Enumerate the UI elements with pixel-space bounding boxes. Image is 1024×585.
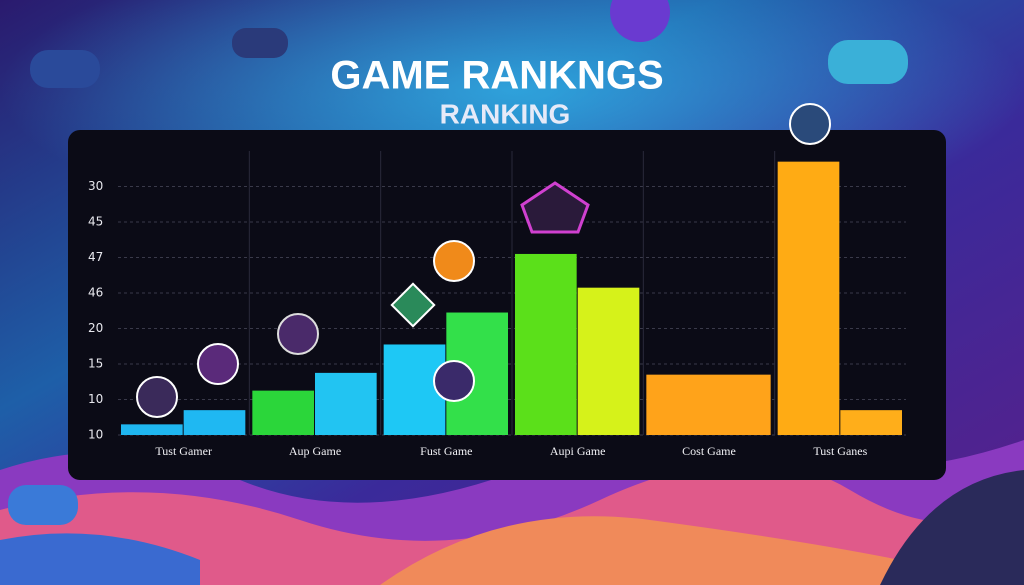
controller-icon [8,485,78,525]
badge-icon [197,343,239,385]
bar [577,287,640,435]
x-tick-label: Aupi Game [550,444,606,458]
y-tick-label: 46 [88,286,103,300]
x-tick-label: Aup Game [289,444,341,458]
y-tick-label: 30 [88,179,103,193]
badge-icon [433,360,475,402]
x-tick-label: Tust Gamer [155,444,212,458]
y-tick-label: 47 [88,250,103,264]
y-tick-label: 15 [88,357,103,371]
x-tick-label: Fust Game [420,444,472,458]
x-tick-label: Tust Ganes [813,444,867,458]
hill [0,533,200,585]
bar [840,410,902,435]
bar [252,390,314,435]
controller-icon [30,50,100,88]
bar [646,374,771,435]
bar [183,410,246,435]
chart-title: GAME RANKNGS [330,54,663,98]
grid: 10 10 15 20 46 47 45 30 [88,151,906,442]
bar [515,253,577,435]
y-tick-label: 45 [88,215,103,229]
x-tick-label: Cost Game [682,444,736,458]
orb [610,0,670,42]
hill [380,516,900,585]
controller-icon [828,40,908,84]
hill [880,470,1024,585]
y-tick-label: 20 [88,321,103,335]
chart-subtitle: RANKING [440,98,571,129]
controller-icon [232,28,288,58]
bars: Tust Gamer Aup Game Fust Game Aupi Game Cost… [121,161,902,458]
badge-icon [136,376,178,418]
bar [315,372,377,435]
bar [777,161,840,435]
badge-icon [789,103,831,145]
y-tick-label: 10 [88,428,103,442]
bar [121,424,183,435]
badge-icon [390,282,436,328]
badge-icon [433,240,475,282]
y-tick-label: 10 [88,392,103,406]
badge-icon [277,313,319,355]
badge-icon [520,181,590,234]
